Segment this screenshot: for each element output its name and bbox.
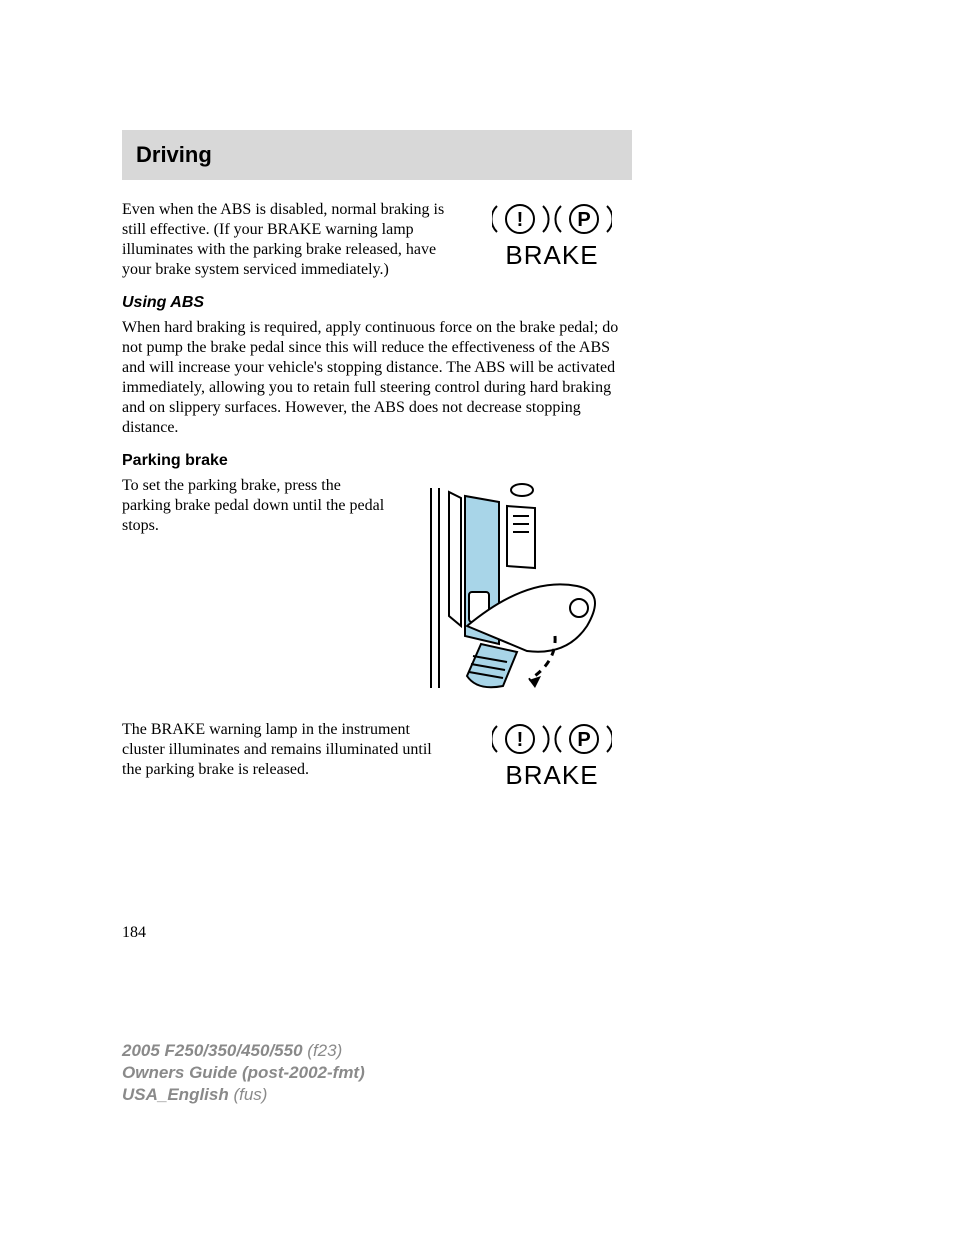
brake-warning-icon-2: ! P BRAKE [472,720,632,791]
page-number: 184 [122,924,146,942]
section-title-bar: Driving [122,130,632,180]
abs-disabled-row: Even when the ABS is disabled, normal br… [122,200,632,280]
footer-code: (f23) [303,1041,343,1060]
parking-set-row: To set the parking brake, press the park… [122,476,632,706]
abs-disabled-text: Even when the ABS is disabled, normal br… [122,200,452,280]
footer-lang-code: (fus) [229,1085,268,1104]
parking-set-text: To set the parking brake, press the park… [122,476,387,536]
footer-lang: USA_English [122,1085,229,1104]
svg-text:P: P [577,729,590,751]
parking-pedal-figure [407,476,632,706]
exclaim-symbol: ! [517,209,524,231]
parking-brake-heading: Parking brake [122,452,632,470]
footer-block: 2005 F250/350/450/550 (f23) Owners Guide… [122,1040,365,1106]
brake-label-text: BRAKE [472,240,632,271]
p-symbol: P [577,209,590,231]
footer-model: 2005 F250/350/450/550 [122,1041,303,1060]
section-title: Driving [136,142,618,168]
svg-text:!: ! [517,729,524,751]
brake-warning-icon: ! P BRAKE [472,200,632,271]
footer-line-2: Owners Guide (post-2002-fmt) [122,1062,365,1084]
footer-line-1: 2005 F250/350/450/550 (f23) [122,1040,365,1062]
brake-lamp-row: The BRAKE warning lamp in the instrument… [122,720,632,791]
page-content: Driving Even when the ABS is disabled, n… [122,130,632,805]
using-abs-paragraph: When hard braking is required, apply con… [122,318,632,438]
brake-lamp-text: The BRAKE warning lamp in the instrument… [122,720,452,780]
brake-label-text-2: BRAKE [472,760,632,791]
footer-line-3: USA_English (fus) [122,1084,365,1106]
using-abs-heading: Using ABS [122,294,632,312]
